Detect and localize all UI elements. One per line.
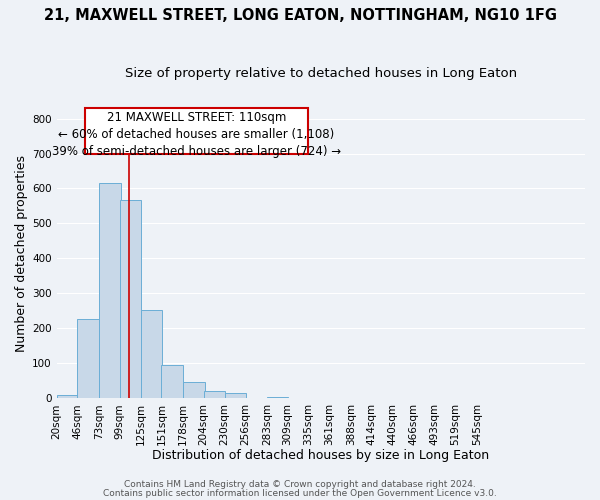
- Bar: [56, 395, 78, 398]
- Bar: [99, 182, 121, 398]
- FancyBboxPatch shape: [85, 108, 308, 154]
- Bar: [204, 390, 226, 398]
- Text: Contains public sector information licensed under the Open Government Licence v3: Contains public sector information licen…: [103, 489, 497, 498]
- Bar: [120, 200, 142, 398]
- Bar: [77, 318, 99, 398]
- Bar: [224, 394, 246, 398]
- Bar: [140, 310, 162, 398]
- Bar: [161, 365, 183, 398]
- Text: Contains HM Land Registry data © Crown copyright and database right 2024.: Contains HM Land Registry data © Crown c…: [124, 480, 476, 489]
- Text: 21, MAXWELL STREET, LONG EATON, NOTTINGHAM, NG10 1FG: 21, MAXWELL STREET, LONG EATON, NOTTINGH…: [44, 8, 557, 22]
- Bar: [183, 382, 205, 398]
- Title: Size of property relative to detached houses in Long Eaton: Size of property relative to detached ho…: [125, 68, 517, 80]
- X-axis label: Distribution of detached houses by size in Long Eaton: Distribution of detached houses by size …: [152, 450, 490, 462]
- Bar: [267, 396, 289, 398]
- Y-axis label: Number of detached properties: Number of detached properties: [15, 154, 28, 352]
- Text: 21 MAXWELL STREET: 110sqm
← 60% of detached houses are smaller (1,108)
39% of se: 21 MAXWELL STREET: 110sqm ← 60% of detac…: [52, 111, 341, 158]
